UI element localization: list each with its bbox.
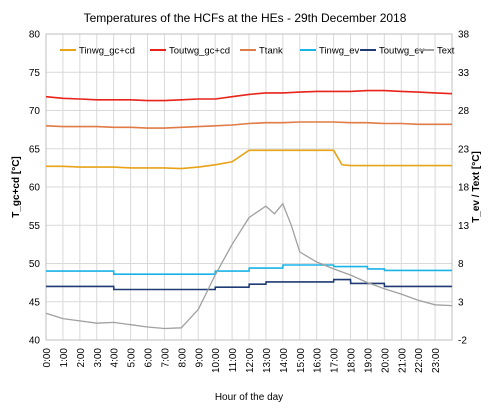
left-axis-ticks: 80 75 70 65 60 55 50 45 40 bbox=[29, 30, 41, 347]
x-tick-label: 23:00 bbox=[431, 348, 442, 373]
x-tick-label: 5:00 bbox=[127, 348, 138, 368]
chart-title: Temperatures of the HCFs at the HEs - 29… bbox=[84, 11, 407, 25]
y-left-tick-label: 70 bbox=[29, 106, 41, 117]
y-left-tick-label: 65 bbox=[29, 144, 41, 155]
y-axis-right-label: T_ev / Text [°C] bbox=[471, 151, 482, 223]
series-line-tinwg-ev bbox=[46, 264, 452, 276]
y-left-tick-label: 40 bbox=[29, 336, 41, 347]
grid bbox=[46, 33, 452, 341]
x-tick-label: 22:00 bbox=[414, 348, 425, 373]
x-tick-label: 7:00 bbox=[160, 348, 171, 368]
y-left-tick-label: 55 bbox=[29, 221, 41, 232]
x-tick-label: 20:00 bbox=[380, 348, 391, 373]
legend-label: Tinwg_gc+cd bbox=[79, 46, 135, 57]
y-right-tick-label: 28 bbox=[458, 106, 470, 117]
y-left-tick-label: 45 bbox=[29, 297, 41, 308]
legend-label: Ttank bbox=[259, 46, 283, 57]
y-left-tick-label: 60 bbox=[29, 183, 41, 194]
legend-label: Toutwg_ev bbox=[379, 46, 425, 57]
x-tick-label: 6:00 bbox=[144, 348, 155, 368]
x-tick-label: 2:00 bbox=[76, 348, 87, 368]
x-tick-label: 19:00 bbox=[363, 348, 374, 373]
x-tick-label: 10:00 bbox=[211, 348, 222, 373]
legend-label: Toutwg_gc+cd bbox=[169, 46, 230, 57]
series-line-tinwg-gc-cd bbox=[46, 149, 452, 170]
x-tick-label: 16:00 bbox=[313, 348, 324, 373]
y-right-tick-label: 38 bbox=[458, 30, 470, 41]
x-tick-label: 3:00 bbox=[93, 348, 104, 368]
x-tick-label: 15:00 bbox=[296, 348, 307, 373]
y-right-tick-label: 33 bbox=[458, 68, 470, 79]
x-tick-label: 13:00 bbox=[262, 348, 273, 373]
legend-label: Tinwg_ev bbox=[319, 46, 360, 57]
x-tick-label: 14:00 bbox=[279, 348, 290, 373]
y-left-tick-label: 75 bbox=[29, 68, 41, 79]
right-axis-ticks: 38 33 28 23 18 13 8 3 -2 bbox=[458, 30, 470, 347]
series-line-toutwg-ev bbox=[46, 278, 452, 291]
series-line-toutwg-gc-cd bbox=[45, 89, 453, 102]
x-tick-label: 12:00 bbox=[245, 348, 256, 373]
y-right-tick-label: 18 bbox=[458, 183, 470, 194]
x-tick-label: 8:00 bbox=[177, 348, 188, 368]
x-tick-label: 4:00 bbox=[110, 348, 121, 368]
series-line-text bbox=[45, 202, 453, 330]
series-line-ttank bbox=[45, 121, 452, 129]
legend: Tinwg_gc+cd Toutwg_gc+cd Ttank Tinwg_ev Tout… bbox=[60, 46, 455, 57]
y-axis-left-label: T_gc+cd [°C] bbox=[11, 156, 22, 218]
x-tick-label: 17:00 bbox=[330, 348, 341, 373]
x-tick-label: 0:00 bbox=[42, 348, 53, 368]
y-right-tick-label: 23 bbox=[458, 144, 470, 155]
y-right-tick-label: 13 bbox=[458, 221, 470, 232]
plot-area-border bbox=[45, 33, 453, 341]
y-right-tick-label: -2 bbox=[458, 336, 467, 347]
x-tick-label: 9:00 bbox=[194, 348, 205, 368]
x-tick-label: 1:00 bbox=[59, 348, 70, 368]
y-right-tick-label: 3 bbox=[458, 297, 464, 308]
x-tick-label: 11:00 bbox=[228, 348, 239, 373]
x-tick-label: 21:00 bbox=[397, 348, 408, 373]
series-lines bbox=[45, 89, 453, 330]
y-right-tick-label: 8 bbox=[458, 259, 464, 270]
x-axis-ticks: 0:00 1:00 2:00 3:00 4:00 5:00 6:00 7:00 8:00 9:00… bbox=[42, 348, 442, 373]
x-axis-label: Hour of the day bbox=[215, 392, 283, 403]
legend-label: Text bbox=[437, 46, 455, 57]
y-left-tick-label: 50 bbox=[29, 259, 41, 270]
x-tick-label: 18:00 bbox=[347, 348, 358, 373]
y-left-tick-label: 80 bbox=[29, 30, 41, 41]
